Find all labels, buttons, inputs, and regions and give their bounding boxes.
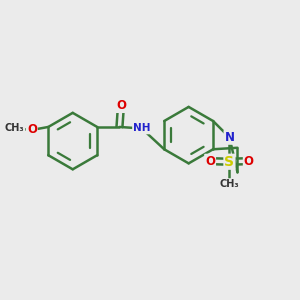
Text: O: O	[205, 154, 215, 168]
Text: O: O	[27, 123, 37, 136]
Text: N: N	[224, 131, 234, 144]
Text: NH: NH	[133, 124, 151, 134]
Text: O: O	[244, 154, 254, 168]
Text: O: O	[116, 99, 126, 112]
Text: S: S	[224, 155, 234, 169]
Text: CH₃: CH₃	[5, 124, 25, 134]
Text: CH₃: CH₃	[220, 179, 239, 189]
